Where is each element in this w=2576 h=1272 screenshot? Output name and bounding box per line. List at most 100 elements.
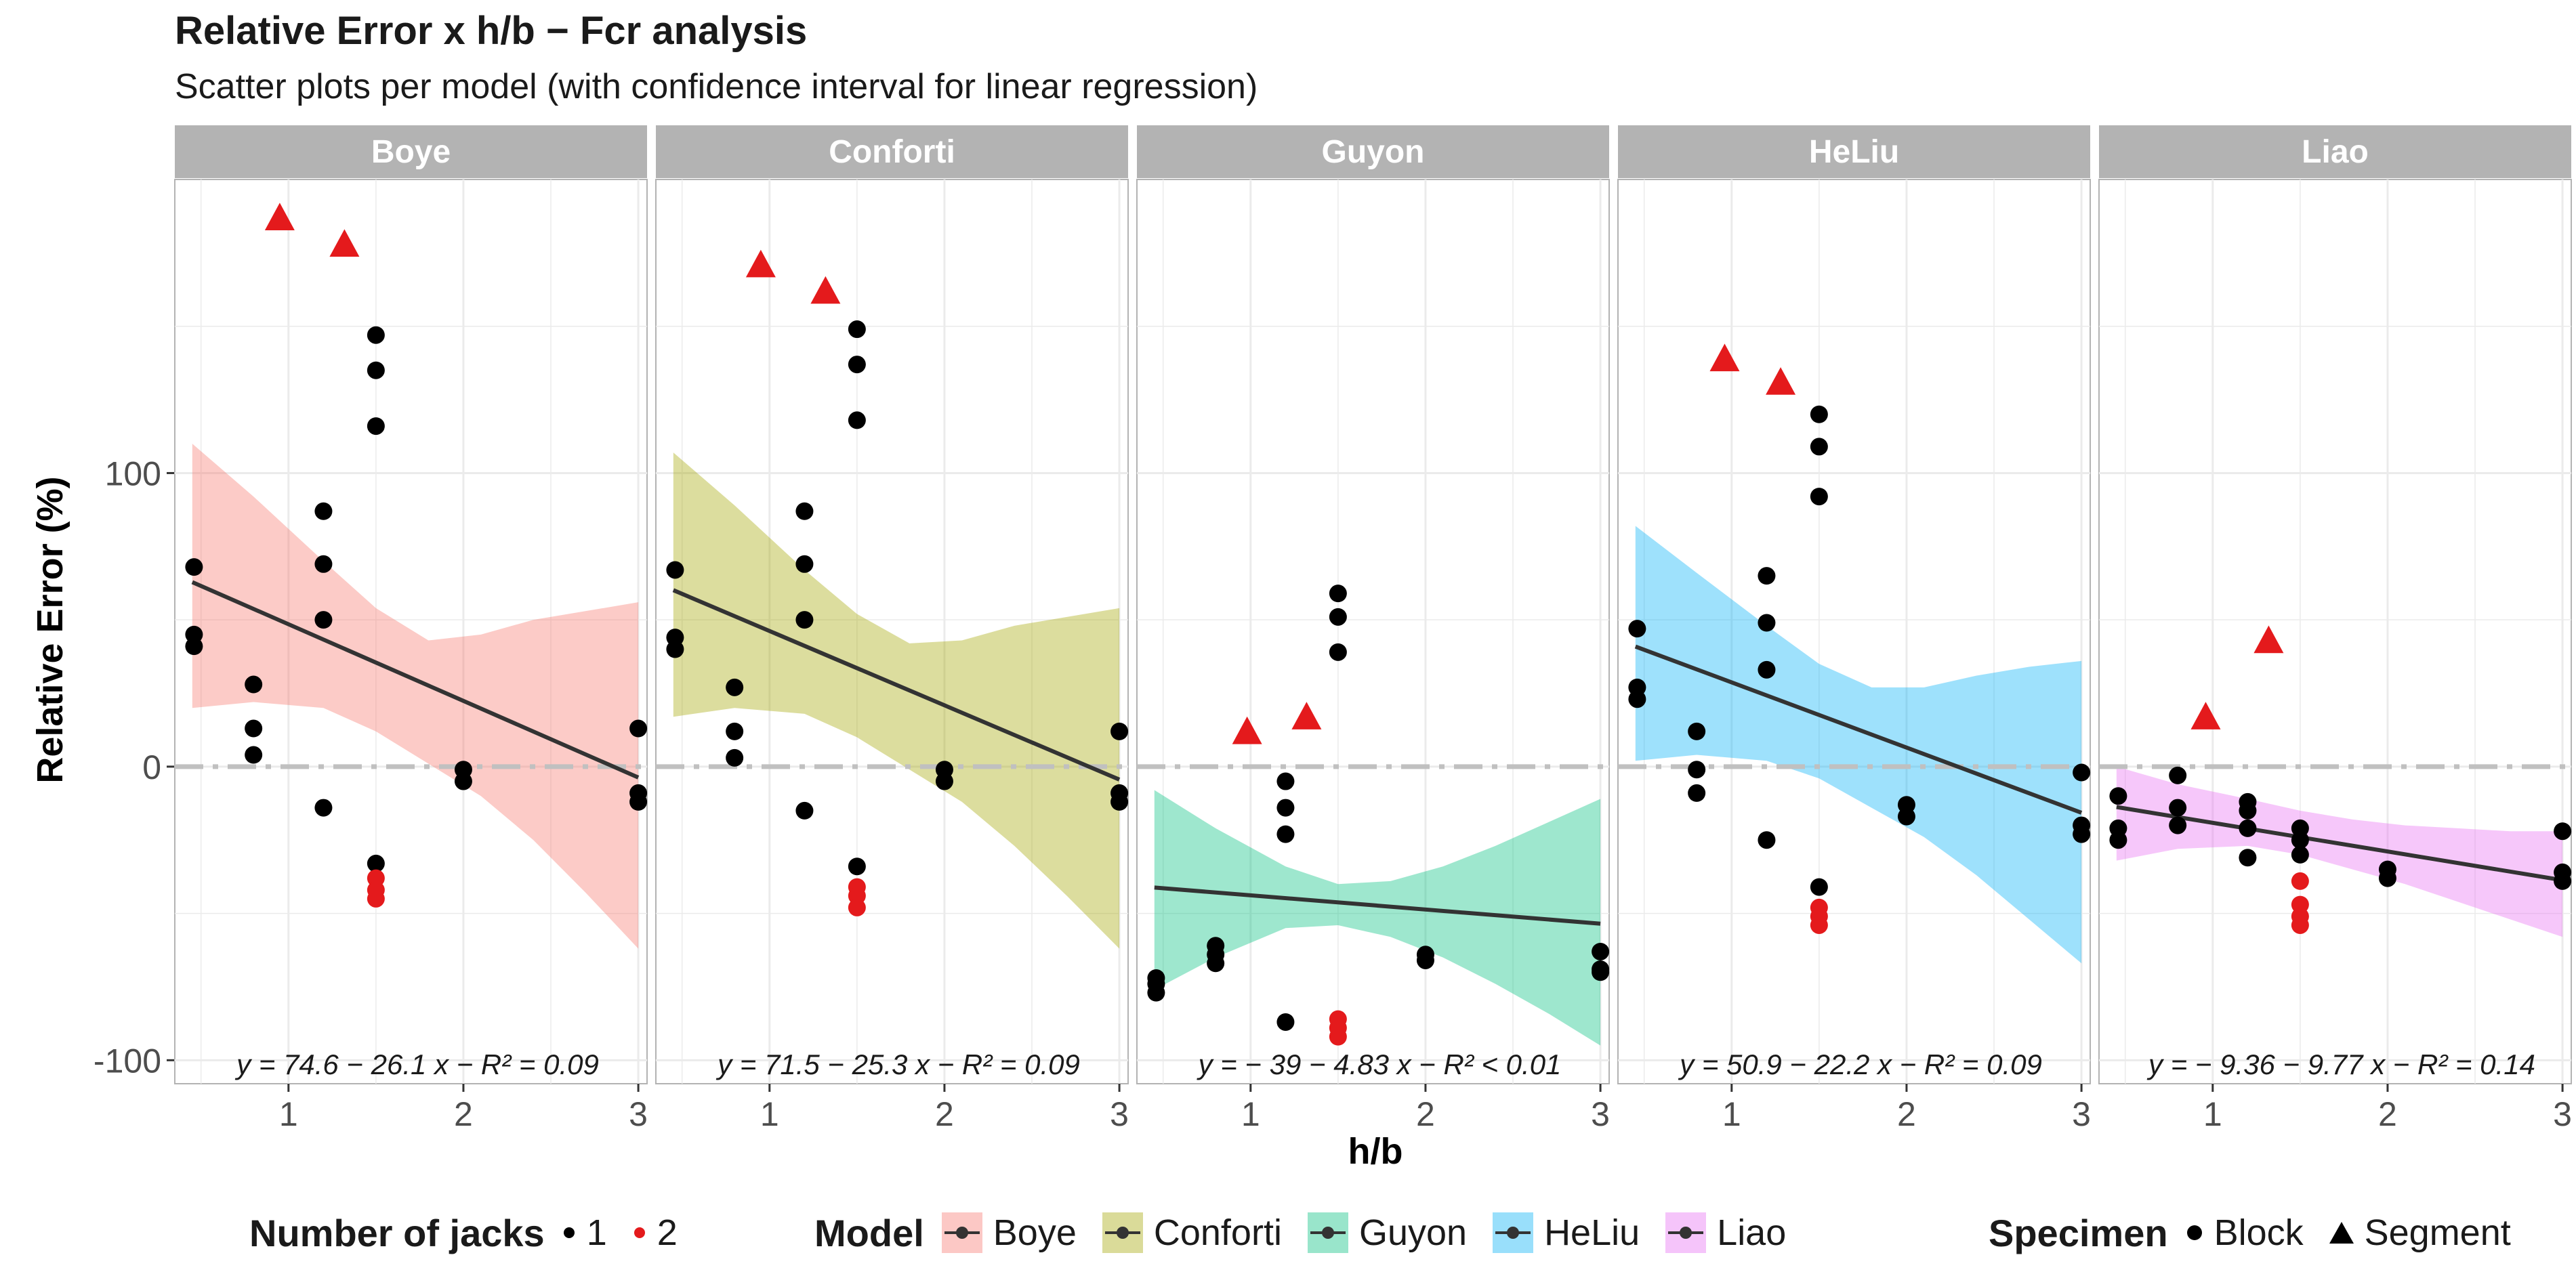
legend-model-heliu-icon bbox=[1493, 1212, 1534, 1253]
data-point-block bbox=[1688, 784, 1706, 802]
y-tick-label: 0 bbox=[142, 748, 161, 786]
data-point-block bbox=[1628, 690, 1646, 708]
legend-model-conforti-label: Conforti bbox=[1153, 1212, 1282, 1253]
facet-strip bbox=[656, 125, 1128, 178]
data-point-block bbox=[1810, 405, 1828, 423]
data-point-block bbox=[795, 611, 814, 629]
data-point-block bbox=[245, 675, 263, 694]
confidence-band bbox=[673, 452, 1120, 949]
data-point-block bbox=[367, 361, 385, 379]
data-point-block bbox=[848, 411, 866, 429]
facet-strip bbox=[1137, 125, 1609, 178]
data-point-block bbox=[1688, 761, 1706, 779]
triangle-icon bbox=[2329, 1222, 2354, 1244]
data-point-block bbox=[795, 801, 814, 820]
data-point-block bbox=[2073, 825, 2091, 843]
facet-strip-label: Conforti bbox=[829, 134, 955, 170]
legend-jacks-1-label: 1 bbox=[586, 1212, 607, 1253]
regression-equation: y = 50.9 − 22.2 x − R² = 0.09 bbox=[1678, 1048, 2042, 1080]
x-tick-label: 1 bbox=[2203, 1095, 2222, 1133]
data-point-block bbox=[2169, 799, 2187, 817]
facet-strip bbox=[1618, 125, 2090, 178]
legend-model: Model Boye Conforti Guyon HeLiu Liao bbox=[814, 1195, 1806, 1270]
data-point-block bbox=[726, 678, 744, 696]
regression-line bbox=[1154, 885, 1601, 926]
data-point-block bbox=[2291, 916, 2309, 934]
legend-model-liao-icon bbox=[1665, 1212, 1707, 1253]
data-point-block bbox=[1110, 792, 1129, 811]
facet-strip-label: Guyon bbox=[1322, 134, 1425, 170]
x-tick-label: 1 bbox=[279, 1095, 298, 1133]
data-point-block bbox=[367, 417, 385, 436]
data-point-block bbox=[935, 772, 953, 790]
x-tick-label: 3 bbox=[1591, 1095, 1610, 1133]
legend-model-boye-icon bbox=[941, 1212, 982, 1253]
data-point-block bbox=[726, 748, 744, 767]
legend-specimen: Specimen Block Segment bbox=[1989, 1195, 2531, 1270]
data-point-block bbox=[795, 555, 814, 573]
regression-equation: y = − 39 − 4.83 x − R² < 0.01 bbox=[1197, 1048, 1562, 1080]
legend-model-title: Model bbox=[814, 1211, 924, 1254]
confidence-band bbox=[192, 444, 639, 949]
data-point-block bbox=[795, 502, 814, 520]
x-tick-label: 2 bbox=[1897, 1095, 1916, 1133]
panel-frame bbox=[1617, 179, 2091, 1084]
x-tick-label: 3 bbox=[629, 1095, 648, 1133]
legend-model-boye-label: Boye bbox=[993, 1212, 1077, 1253]
legend-jacks: Number of jacks 1 2 bbox=[249, 1195, 698, 1270]
y-axis-title: Relative Error (%) bbox=[30, 476, 70, 783]
data-point-block bbox=[1147, 983, 1165, 1002]
legend-specimen-segment-label: Segment bbox=[2364, 1212, 2511, 1253]
data-point-block bbox=[1810, 878, 1828, 896]
data-point-block bbox=[1416, 951, 1434, 969]
data-point-block bbox=[2291, 845, 2309, 864]
data-point-block bbox=[1688, 722, 1706, 740]
data-point-block bbox=[1758, 660, 1776, 679]
data-point-block bbox=[1276, 825, 1295, 843]
x-tick-label: 2 bbox=[454, 1095, 473, 1133]
data-point-block bbox=[2169, 816, 2187, 834]
data-point-block bbox=[314, 611, 333, 629]
data-point-block bbox=[2554, 872, 2572, 890]
x-tick-label: 3 bbox=[1110, 1095, 1129, 1133]
data-point-block bbox=[1329, 585, 1347, 603]
data-point-block bbox=[2554, 822, 2572, 841]
regression-line bbox=[191, 580, 640, 780]
panel-heliu: HeLiu y = 50.9 − 22.2 x − R² = 0.09 1 2 3 bbox=[1617, 125, 2091, 1133]
y-tick-label: -100 bbox=[94, 1042, 161, 1080]
data-point-block bbox=[2378, 869, 2396, 887]
data-point-block bbox=[314, 502, 333, 520]
facet-strip-label: Liao bbox=[2302, 134, 2369, 170]
x-axis-title: h/b bbox=[1348, 1131, 1403, 1172]
data-point-segment bbox=[745, 249, 776, 278]
data-point-block bbox=[367, 326, 385, 344]
circle-icon bbox=[2186, 1225, 2202, 1240]
data-point-block bbox=[629, 719, 648, 738]
data-point-block bbox=[666, 561, 684, 579]
data-point-block bbox=[1329, 608, 1347, 626]
regression-line bbox=[1634, 644, 2083, 815]
data-point-block bbox=[1276, 1013, 1295, 1031]
x-tick-label: 1 bbox=[760, 1095, 779, 1133]
data-point-block bbox=[848, 857, 866, 876]
data-point-block bbox=[367, 854, 385, 872]
regression-line bbox=[2116, 805, 2563, 883]
x-tick-label: 2 bbox=[1416, 1095, 1435, 1133]
panel-boye: Boye y = 74.6 − 26.1 x − R² = 0.09 1 2 3 bbox=[174, 125, 648, 1133]
data-point-block bbox=[848, 320, 866, 339]
x-tick-label: 3 bbox=[2072, 1095, 2091, 1133]
panel-frame bbox=[1136, 179, 1610, 1084]
data-point-block bbox=[1329, 1027, 1347, 1046]
data-point-block bbox=[848, 356, 866, 374]
confidence-band bbox=[1154, 790, 1601, 1046]
data-point-block bbox=[1758, 614, 1776, 632]
panel-guyon: Guyon y = − 39 − 4.83 x − R² < 0.01 1 2 3 bbox=[1136, 125, 1610, 1133]
facet-strip-label: HeLiu bbox=[1809, 134, 1899, 170]
facet-strip bbox=[2099, 125, 2571, 178]
legend-jacks-title: Number of jacks bbox=[249, 1211, 545, 1254]
data-point-block bbox=[629, 792, 648, 811]
panel-conforti: Conforti y = 71.5 − 25.3 x − R² = 0.09 1 2 3 bbox=[655, 125, 1129, 1133]
data-point-segment bbox=[329, 229, 360, 257]
data-point-block bbox=[1592, 942, 1610, 960]
data-point-block bbox=[1329, 643, 1347, 661]
